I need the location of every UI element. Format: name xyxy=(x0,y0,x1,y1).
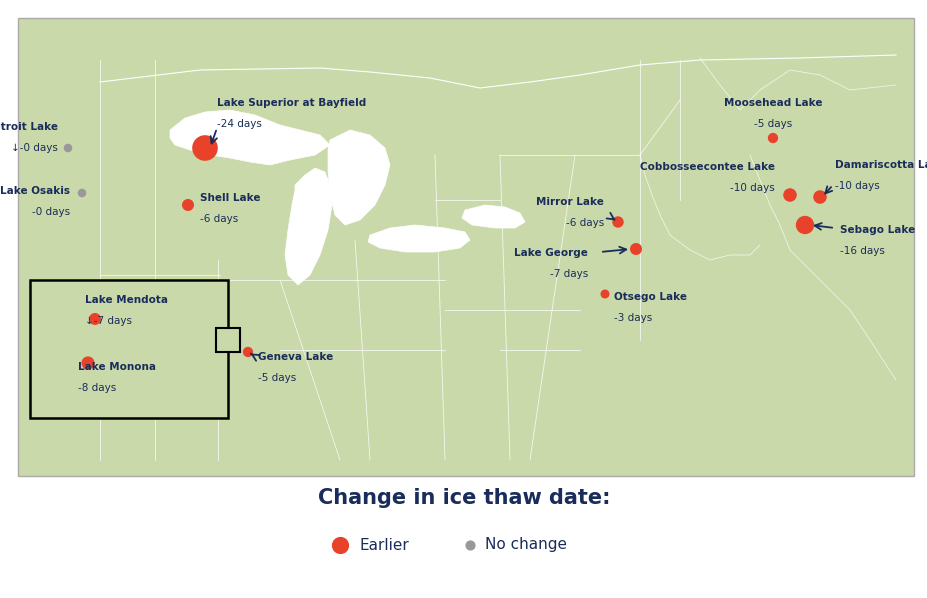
Text: -10 days: -10 days xyxy=(834,181,879,191)
Text: Otsego Lake: Otsego Lake xyxy=(614,292,686,302)
Text: -0 days: -0 days xyxy=(32,207,70,217)
Text: -3 days: -3 days xyxy=(614,313,652,323)
Text: -16 days: -16 days xyxy=(839,246,884,256)
Point xyxy=(197,143,212,152)
Point xyxy=(628,244,642,254)
Text: No change: No change xyxy=(485,538,566,553)
Text: -8 days: -8 days xyxy=(78,383,116,393)
Text: -7 days: -7 days xyxy=(549,269,588,279)
Text: Lake Superior at Bayfield: Lake Superior at Bayfield xyxy=(217,98,366,108)
FancyBboxPatch shape xyxy=(30,280,228,418)
Text: Geneva Lake: Geneva Lake xyxy=(258,352,333,362)
Text: -6 days: -6 days xyxy=(565,218,603,228)
Text: Moosehead Lake: Moosehead Lake xyxy=(723,98,821,108)
Point xyxy=(81,358,95,368)
Polygon shape xyxy=(170,110,330,165)
Point xyxy=(60,143,75,152)
Polygon shape xyxy=(462,205,525,228)
Text: -6 days: -6 days xyxy=(200,214,238,224)
Text: -24 days: -24 days xyxy=(217,119,261,129)
FancyBboxPatch shape xyxy=(216,328,240,352)
Point xyxy=(796,220,811,230)
Point xyxy=(597,289,612,299)
Text: Change in ice thaw date:: Change in ice thaw date: xyxy=(317,488,610,508)
Text: Lake Osakis: Lake Osakis xyxy=(0,186,70,196)
Point xyxy=(781,190,796,200)
Text: Cobbosseecontee Lake: Cobbosseecontee Lake xyxy=(640,162,774,172)
Point xyxy=(332,540,347,550)
Text: Shell Lake: Shell Lake xyxy=(200,193,260,203)
Text: Lake George: Lake George xyxy=(514,248,588,258)
Text: -10 days: -10 days xyxy=(730,183,774,193)
FancyBboxPatch shape xyxy=(18,18,913,476)
Text: ↓-0 days: ↓-0 days xyxy=(11,143,57,153)
Text: Detroit Lake: Detroit Lake xyxy=(0,122,57,132)
Text: -5 days: -5 days xyxy=(258,373,296,383)
Text: Sebago Lake: Sebago Lake xyxy=(839,225,914,235)
Text: Mirror Lake: Mirror Lake xyxy=(536,197,603,207)
Point xyxy=(610,217,625,227)
Point xyxy=(74,188,89,198)
Polygon shape xyxy=(368,225,469,252)
Text: -5 days: -5 days xyxy=(753,119,792,129)
Text: Earlier: Earlier xyxy=(360,538,410,553)
Polygon shape xyxy=(285,168,332,285)
Point xyxy=(181,200,196,210)
Text: Lake Monona: Lake Monona xyxy=(78,362,156,372)
Point xyxy=(812,192,827,202)
Point xyxy=(462,540,476,550)
Polygon shape xyxy=(327,130,389,225)
Text: Lake Mendota: Lake Mendota xyxy=(85,295,168,305)
Text: ↓-7 days: ↓-7 days xyxy=(85,316,132,326)
Point xyxy=(87,314,102,324)
Point xyxy=(240,347,255,357)
Point xyxy=(765,133,780,143)
Text: Damariscotta Lake: Damariscotta Lake xyxy=(834,160,927,170)
